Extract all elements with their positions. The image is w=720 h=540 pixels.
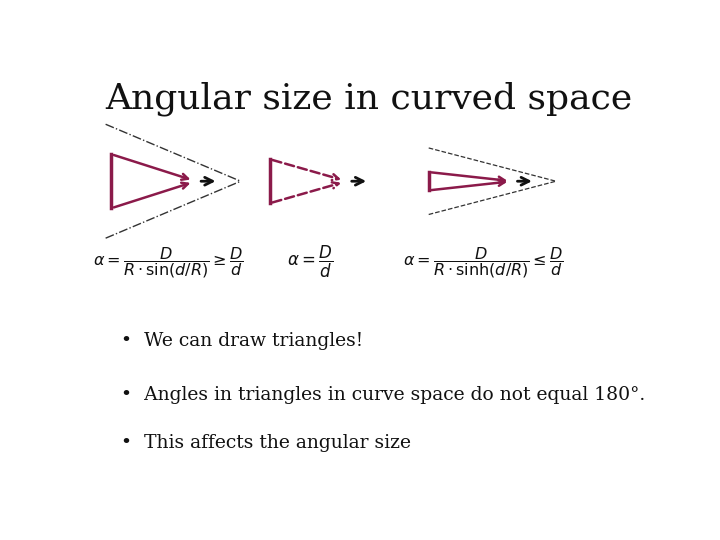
Text: $\alpha = \dfrac{D}{R \cdot \sinh(d/R)} \leq \dfrac{D}{d}$: $\alpha = \dfrac{D}{R \cdot \sinh(d/R)} … [403,245,564,280]
Text: •  We can draw triangles!: • We can draw triangles! [121,332,363,350]
Text: $\alpha = \dfrac{D}{d}$: $\alpha = \dfrac{D}{d}$ [287,244,333,280]
Text: $\alpha = \dfrac{D}{R \cdot \sin(d/R)} \geq \dfrac{D}{d}$: $\alpha = \dfrac{D}{R \cdot \sin(d/R)} \… [93,245,243,280]
Text: •  Angles in triangles in curve space do not equal 180°.: • Angles in triangles in curve space do … [121,386,645,404]
Text: •  This affects the angular size: • This affects the angular size [121,434,410,452]
Text: Angular size in curved space: Angular size in curved space [105,82,633,116]
